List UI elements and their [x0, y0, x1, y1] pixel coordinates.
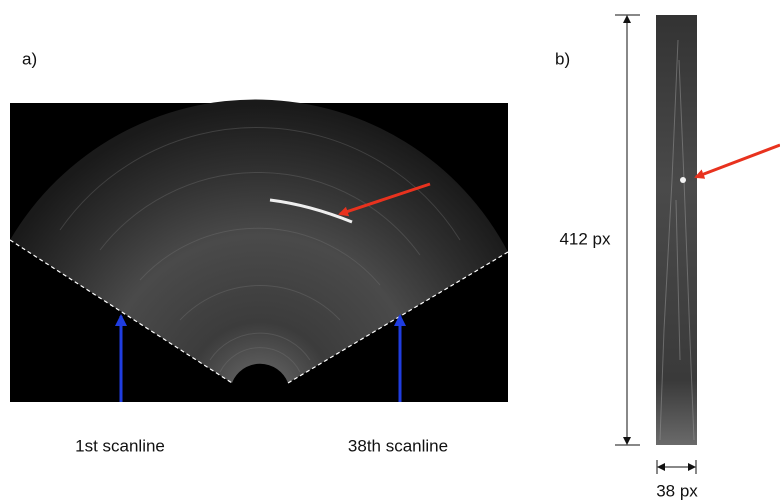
speckle-texture: [59, 127, 461, 373]
panel-label: b): [555, 49, 570, 68]
scanline-boundary: [9, 239, 233, 384]
needle-echo: [269, 198, 353, 224]
ultrasound-fan: [10, 99, 508, 383]
needle-echo: [680, 177, 686, 183]
dimension-label: 412 px: [559, 229, 611, 248]
scanline-label: 1st scanline: [75, 436, 165, 455]
red-arrow: [694, 143, 780, 179]
strip-texture: [659, 39, 695, 441]
scanline-label: 38th scanline: [348, 436, 448, 455]
dimension-label: 38 px: [656, 481, 698, 500]
red-arrow: [338, 182, 431, 217]
panel-label: a): [22, 49, 37, 68]
